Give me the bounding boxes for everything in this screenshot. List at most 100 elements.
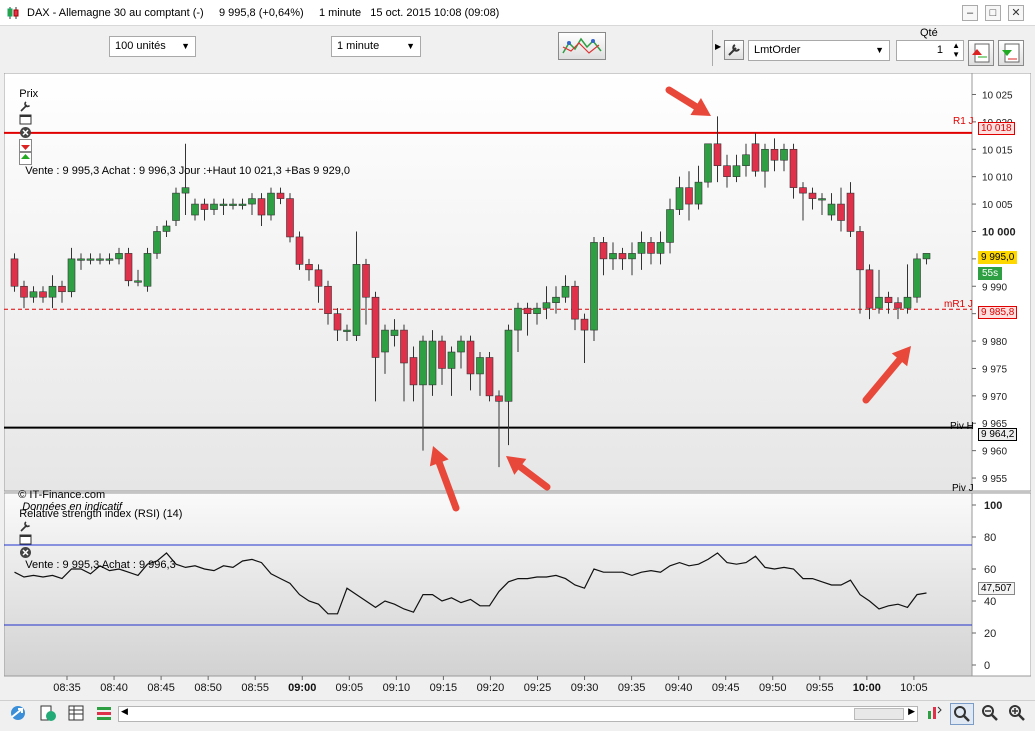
order-type-select[interactable]: LmtOrder ▼: [748, 40, 890, 61]
candle-body: [276, 192, 285, 199]
chevron-down-icon: ▼: [406, 41, 415, 51]
close-circle-icon[interactable]: [19, 546, 32, 559]
candle-body: [713, 143, 722, 167]
rsi-value-badge: 47,507: [978, 582, 1015, 595]
table-view-icon[interactable]: [64, 703, 88, 725]
zoom-out-icon[interactable]: [978, 703, 1002, 725]
scroll-thumb[interactable]: [854, 708, 904, 720]
time-tick-label: 09:10: [383, 682, 411, 694]
candle-body: [647, 242, 655, 254]
time-scrollbar[interactable]: ◀ ▶: [118, 706, 918, 722]
candle-body: [922, 253, 931, 260]
price-info-text: Vente : 9 995,3 Achat : 9 996,3 Jour :+H…: [25, 165, 350, 177]
bottom-toolbar: ◀ ▶: [0, 700, 1035, 729]
candle-body: [770, 148, 779, 161]
window-icon[interactable]: [19, 113, 32, 126]
time-tick-label: 08:45: [147, 682, 175, 694]
candle-body: [96, 258, 104, 261]
scroll-right-icon[interactable]: ▶: [908, 706, 915, 716]
candle-body: [314, 269, 323, 287]
time-tick-label: 09:15: [430, 682, 458, 694]
annotation-arrow-low-2: [506, 456, 551, 491]
candle-body: [761, 148, 769, 172]
candle-body: [685, 187, 693, 205]
mr1-value-badge: 9 985,8: [978, 306, 1018, 319]
replay-tool-icon[interactable]: [36, 703, 60, 725]
indicators-list-icon[interactable]: [92, 703, 116, 725]
candle-body: [210, 203, 218, 210]
rsi-tick-label: 20: [984, 628, 996, 640]
candle-body: [219, 203, 228, 206]
time-tick-label: 09:25: [524, 682, 552, 694]
candle-body: [200, 203, 209, 210]
candle-body: [533, 307, 541, 314]
time-tick-label: 09:40: [665, 682, 693, 694]
units-select[interactable]: 100 unités ▼: [109, 36, 196, 57]
candle-body: [10, 258, 19, 287]
quantity-label: Qté: [920, 27, 938, 39]
candle-body: [704, 143, 712, 183]
scroll-left-icon[interactable]: ◀: [121, 706, 128, 716]
candle-body: [780, 148, 788, 161]
chart-tools-button[interactable]: [558, 32, 606, 60]
sell-arrow-icon[interactable]: [19, 139, 33, 152]
candle-body: [419, 340, 427, 386]
price-tick-label: 9 980: [982, 337, 1007, 348]
buy-order-button[interactable]: [968, 40, 994, 66]
candle-body: [590, 242, 598, 331]
arrow-head: [690, 98, 711, 116]
settings-button[interactable]: [724, 40, 744, 60]
candle-body: [476, 357, 484, 375]
close-button[interactable]: ✕: [1008, 5, 1024, 21]
quantity-value: 1: [936, 44, 943, 56]
time-tick-label: 08:50: [194, 682, 222, 694]
maximize-button[interactable]: □: [985, 5, 1001, 21]
chevron-down-icon: ▼: [875, 45, 884, 55]
quantity-stepper[interactable]: 1 ▲ ▼: [896, 40, 964, 61]
order-ticket-sell-icon: [1002, 43, 1020, 63]
zoom-in-icon[interactable]: [1005, 703, 1029, 725]
r1-value-badge: 10 018: [978, 122, 1015, 135]
candle-body: [29, 291, 38, 298]
zoom-fit-icon[interactable]: [950, 703, 974, 725]
candle-body: [628, 253, 636, 260]
time-tick-label: 09:00: [288, 682, 316, 694]
candle-body: [172, 192, 180, 221]
chart-credit: © IT-Finance.com Données en indicatif: [6, 477, 122, 513]
buy-arrow-icon[interactable]: [19, 152, 33, 165]
candle-body: [742, 154, 750, 167]
candle-body: [343, 329, 351, 332]
wrench-icon: [728, 44, 740, 56]
window-icon[interactable]: [19, 533, 32, 546]
crosshair-tool-icon[interactable]: [6, 703, 30, 725]
arrow-shaft: [862, 356, 903, 404]
time-tick-label: 09:50: [759, 682, 787, 694]
price-tick-label: 9 970: [982, 392, 1007, 403]
price-tick-label: 9 960: [982, 447, 1007, 458]
copyright-text: © IT-Finance.com: [18, 489, 106, 501]
rsi-tick-label: 0: [984, 660, 990, 672]
wrench-icon[interactable]: [19, 100, 32, 113]
minimize-button[interactable]: –: [962, 5, 978, 21]
candle-body: [400, 329, 408, 364]
close-circle-icon[interactable]: [19, 126, 32, 139]
wrench-icon[interactable]: [19, 520, 32, 533]
piv-value-badge: 9 964,2: [978, 428, 1018, 441]
chart-settings-icon[interactable]: [922, 703, 946, 725]
candle-body: [504, 329, 513, 402]
candle-body: [447, 351, 456, 369]
candle-body: [884, 296, 893, 303]
candle-body: [723, 165, 731, 177]
price-tick-label: 9 975: [982, 364, 1007, 375]
candle-body: [542, 302, 551, 309]
candle-body: [561, 285, 570, 298]
interval-select[interactable]: 1 minute ▼: [331, 36, 421, 57]
arrow-shaft: [435, 459, 460, 512]
stepper-arrows-icon[interactable]: ▲ ▼: [952, 41, 960, 59]
window-title: DAX - Allemagne 30 au comptant (-) 9 995…: [27, 7, 500, 19]
order-type-value: LmtOrder: [754, 44, 801, 56]
candle-body: [466, 340, 475, 375]
sell-order-button[interactable]: [998, 40, 1024, 66]
panel-collapse-handle[interactable]: ▶: [712, 30, 721, 66]
